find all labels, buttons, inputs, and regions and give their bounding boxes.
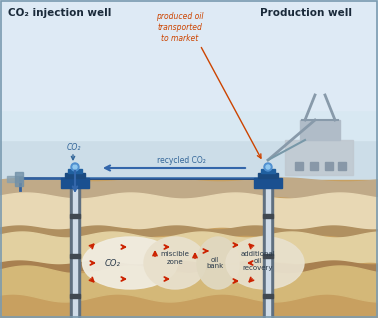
- Bar: [325, 162, 333, 170]
- Bar: [0, 0, 378, 180]
- Ellipse shape: [197, 237, 239, 289]
- Bar: [61, 178, 89, 188]
- Polygon shape: [0, 226, 378, 239]
- Bar: [254, 178, 282, 188]
- Text: CO₂ injection well: CO₂ injection well: [8, 8, 112, 18]
- Text: miscible
zone: miscible zone: [161, 252, 189, 265]
- Bar: [70, 214, 80, 218]
- Circle shape: [71, 163, 79, 171]
- Text: CO₂: CO₂: [105, 259, 121, 267]
- Text: additional
oil
recovery: additional oil recovery: [241, 251, 276, 271]
- Bar: [7, 176, 22, 182]
- Circle shape: [266, 165, 270, 169]
- Bar: [263, 214, 273, 218]
- Bar: [295, 162, 303, 170]
- Circle shape: [73, 165, 77, 169]
- Text: Production well: Production well: [260, 8, 352, 18]
- Polygon shape: [0, 193, 378, 233]
- Bar: [310, 162, 318, 170]
- Ellipse shape: [144, 237, 206, 289]
- Bar: [15, 172, 23, 186]
- Bar: [68, 169, 82, 173]
- Bar: [258, 173, 278, 178]
- Polygon shape: [0, 178, 378, 200]
- Bar: [0, 0, 378, 110]
- Text: oil
bank: oil bank: [206, 257, 224, 269]
- Text: recycled CO₂: recycled CO₂: [156, 156, 205, 165]
- Polygon shape: [0, 261, 378, 274]
- Bar: [338, 162, 346, 170]
- Ellipse shape: [82, 237, 178, 289]
- Bar: [65, 173, 85, 178]
- Bar: [266, 170, 270, 318]
- Bar: [300, 120, 340, 140]
- Bar: [73, 170, 77, 318]
- Bar: [263, 170, 273, 318]
- Text: produced oil
transported
to market: produced oil transported to market: [156, 12, 204, 43]
- Bar: [285, 140, 353, 175]
- Circle shape: [264, 163, 272, 171]
- Bar: [70, 294, 80, 298]
- Bar: [263, 294, 273, 298]
- Bar: [263, 254, 273, 258]
- Bar: [70, 254, 80, 258]
- Bar: [70, 170, 80, 318]
- Polygon shape: [0, 266, 378, 302]
- Bar: [0, 0, 378, 140]
- Polygon shape: [0, 232, 378, 268]
- Bar: [0, 180, 378, 318]
- Ellipse shape: [226, 237, 304, 289]
- Text: CO₂: CO₂: [67, 143, 81, 152]
- Bar: [261, 169, 275, 173]
